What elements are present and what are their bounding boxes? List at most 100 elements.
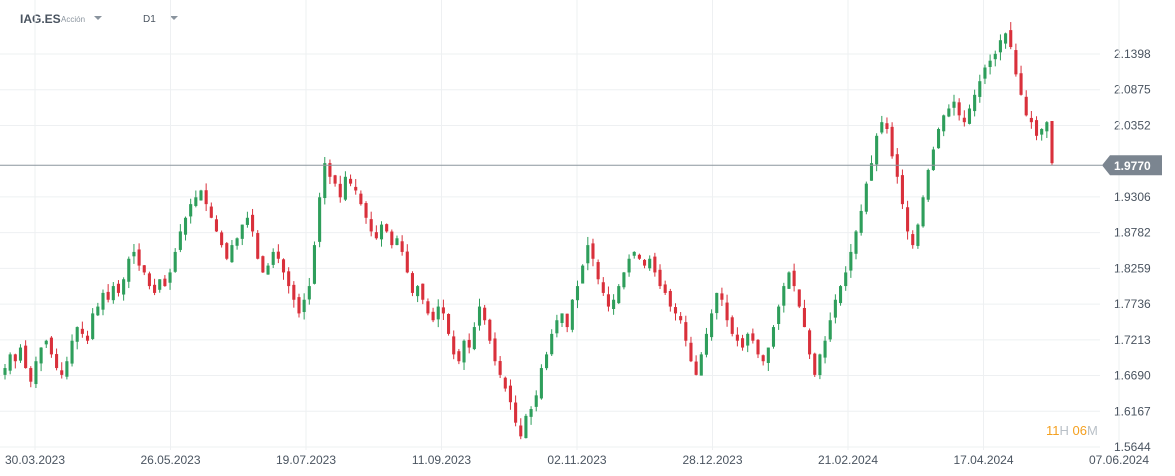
candle-body (823, 340, 827, 358)
y-tick-label: 1.9306 (1114, 190, 1151, 204)
candle-body (256, 233, 260, 259)
y-tick-label: 1.7736 (1114, 297, 1151, 311)
candle-body (410, 273, 415, 293)
current-price-tag (1102, 155, 1162, 176)
candle-body (916, 224, 920, 246)
candle-body (679, 316, 683, 321)
candle-body (34, 361, 38, 385)
candle-body (287, 271, 291, 287)
candle-body (75, 327, 79, 342)
candle-body (467, 339, 471, 348)
candle-body (715, 292, 719, 314)
candle-body (488, 319, 492, 341)
candle-body (1040, 128, 1044, 135)
candle-body (684, 322, 688, 341)
candle-body (65, 361, 69, 377)
candle-body (297, 297, 301, 314)
y-tick-label: 1.8259 (1114, 261, 1151, 275)
candle-body (395, 238, 399, 246)
candle-body (230, 245, 234, 263)
candle-body (570, 299, 574, 330)
candle-body (859, 210, 863, 233)
candle-body (849, 251, 853, 271)
candle-body (508, 385, 512, 403)
candle-body (225, 243, 229, 259)
candle-body (85, 335, 90, 341)
candle-body (1029, 117, 1033, 123)
candle-body (854, 231, 858, 254)
y-tick-label: 1.8782 (1114, 226, 1151, 240)
candle-body (307, 286, 311, 300)
candle-body (276, 251, 280, 259)
candle-body (447, 314, 451, 334)
candle-body (514, 402, 518, 423)
candle-body (586, 245, 590, 264)
y-tick-label: 1.6167 (1114, 404, 1151, 418)
candle-countdown: 11H 06M (1046, 423, 1098, 438)
candle-body (132, 251, 136, 257)
timeframe-dropdown-chevron-icon[interactable] (170, 16, 178, 20)
candle-body (529, 409, 533, 417)
candle-body (565, 313, 569, 328)
candle-body (209, 206, 213, 218)
candle-body (627, 258, 631, 273)
candle-body (735, 334, 739, 341)
countdown-minutes-unit: M (1086, 423, 1098, 438)
candle-body (875, 135, 879, 165)
candle-body (462, 340, 466, 363)
candle-body (1004, 33, 1008, 44)
candle-body (328, 163, 332, 177)
candle-body (957, 102, 961, 116)
candle-body (106, 291, 110, 300)
candle-body (648, 258, 652, 269)
candle-body (926, 169, 930, 200)
candle-body (1045, 122, 1049, 132)
candle-body (792, 270, 796, 287)
candle-body (493, 338, 497, 362)
candle-body (983, 67, 987, 79)
x-tick-label: 30.03.2023 (5, 453, 65, 467)
candle-body (49, 337, 53, 355)
x-tick-label: 21.02.2024 (818, 453, 878, 467)
candle-body (777, 306, 781, 324)
candle-body (606, 294, 610, 307)
candle-body (457, 351, 461, 362)
candle-body (921, 197, 925, 227)
candle-body (426, 301, 430, 314)
candle-body (545, 354, 549, 369)
candle-body (271, 251, 275, 265)
candle-body (699, 354, 703, 376)
candle-body (91, 313, 95, 339)
y-tick-label: 1.6690 (1114, 369, 1151, 383)
candle-body (3, 368, 7, 375)
candle-body (13, 354, 17, 362)
candle-body (663, 284, 667, 293)
timeframe-label[interactable]: D1 (143, 14, 156, 25)
x-tick-label: 26.05.2023 (140, 453, 200, 467)
candle-body (441, 307, 445, 314)
candle-body (498, 361, 502, 375)
x-tick-label: 17.04.2024 (953, 453, 1013, 467)
candle-body (1034, 120, 1039, 136)
candle-body (220, 232, 224, 246)
candle-body (988, 60, 992, 68)
candle-body (101, 292, 105, 310)
candle-body (364, 203, 368, 218)
candle-body (534, 395, 538, 407)
candle-body (844, 272, 848, 287)
candle-body (612, 299, 616, 310)
candle-body (869, 163, 874, 181)
candle-body (560, 313, 564, 324)
candle-body (673, 307, 678, 314)
candle-body (1009, 30, 1013, 48)
candle-body (189, 204, 193, 217)
candle-body (694, 361, 698, 375)
candle-body (539, 368, 543, 399)
candle-body (477, 306, 482, 326)
candle-body (637, 254, 641, 259)
candle-body (890, 126, 894, 157)
candle-body (349, 178, 353, 184)
symbol-label[interactable]: IAG.ES (20, 12, 61, 26)
symbol-dropdown-chevron-icon[interactable] (94, 16, 102, 20)
